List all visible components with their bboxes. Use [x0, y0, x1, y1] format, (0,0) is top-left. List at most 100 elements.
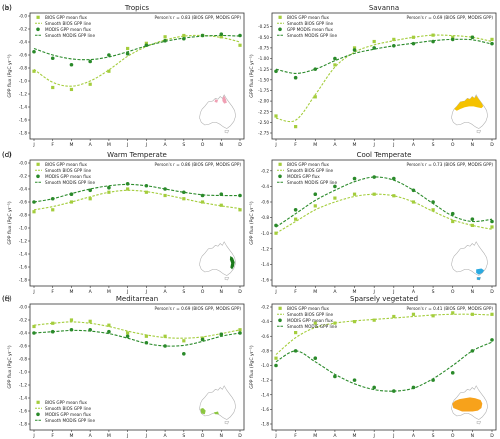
data-point-modis-points — [293, 75, 298, 80]
legend-label: MODIS GPP mean flux — [45, 27, 91, 32]
panel-label: (a) — [2, 4, 12, 12]
y-tick-label: -1.25 — [258, 67, 269, 72]
y-tick-label: -1.0 — [19, 370, 28, 375]
data-point-bios-points — [126, 46, 130, 51]
series-line-bios-line — [33, 321, 241, 339]
panel-label: (f) — [2, 295, 10, 303]
y-tick-label: -1.2 — [261, 246, 270, 251]
y-tick-label: -1.4 — [19, 105, 28, 110]
panel-title: Savanna — [369, 4, 399, 12]
y-tick-label: -1.4 — [261, 262, 270, 267]
y-tick-label: -1.4 — [19, 396, 28, 401]
data-point-modis-points — [50, 329, 55, 334]
data-point-bios-points — [32, 324, 36, 329]
y-tick-label: -1.2 — [19, 383, 28, 388]
y-tick-label: -1.6 — [19, 265, 28, 270]
y-axis-label: GPP flux (PgC yr⁻¹) — [7, 345, 13, 389]
y-tick-label: -2.75 — [258, 131, 269, 136]
x-tick-label: A — [164, 142, 168, 148]
data-point-modis-points — [125, 182, 130, 186]
data-point-modis-points — [352, 176, 357, 181]
legend-entry: Smooth BIOS GPP line — [35, 21, 91, 26]
tasmania-outline — [224, 421, 229, 425]
y-tick-label: -1.50 — [258, 77, 269, 82]
y-tick-label: -0.4 — [261, 184, 270, 189]
x-tick-label: S — [432, 289, 435, 295]
data-point-bios-points — [490, 225, 494, 229]
data-point-bios-points — [352, 46, 357, 50]
y-tick-label: -1.8 — [19, 278, 28, 283]
data-point-modis-points — [32, 331, 36, 335]
correlation-note: Person's r = 0.86 (BIOS GPP, MODIS GPP) — [154, 162, 241, 167]
y-axis-label: GPP flux (PgC yr⁻¹) — [249, 345, 255, 389]
y-tick-label: -1.2 — [261, 378, 270, 383]
panel-title: Cool Temperate — [357, 151, 412, 159]
data-point-bios-points — [88, 197, 92, 201]
data-point-bios-points — [451, 35, 455, 39]
data-point-bios-points — [451, 219, 455, 224]
data-point-bios-points — [163, 35, 167, 39]
x-tick-label: M — [313, 433, 317, 439]
y-tick-label: -1.4 — [261, 392, 270, 397]
panel-title: Meditarrean — [116, 295, 158, 303]
x-tick-label: J — [373, 142, 375, 148]
data-point-modis-points — [352, 378, 357, 382]
series-line-bios-line — [33, 189, 241, 211]
y-tick-label: -1.00 — [258, 56, 269, 61]
data-point-modis-points — [411, 41, 416, 46]
region-highlight — [214, 95, 227, 104]
data-point-bios-points — [431, 314, 435, 318]
x-tick-label: J — [32, 433, 34, 439]
data-point-bios-points — [219, 35, 223, 39]
data-point-modis-points — [32, 49, 36, 54]
correlation-note: Person's r = 0.83 (BIOS GPP, MODIS GPP) — [154, 15, 241, 20]
data-point-modis-points — [470, 35, 475, 40]
x-tick-label: M — [313, 289, 317, 295]
series-line-bios-line — [275, 313, 493, 355]
plot-frame — [271, 12, 497, 140]
data-point-bios-points — [144, 41, 148, 45]
y-tick-label: -0.8 — [261, 348, 270, 353]
data-point-bios-points — [144, 334, 148, 338]
region-highlight — [229, 256, 235, 270]
legend-label: BIOS GPP mean flux — [45, 162, 88, 167]
x-tick-label: N — [471, 142, 474, 148]
data-point-modis-points — [125, 334, 130, 339]
data-point-modis-points — [69, 62, 74, 67]
data-point-modis-points — [50, 56, 55, 61]
y-tick-label: -0.6 — [19, 344, 28, 349]
data-point-modis-points — [293, 349, 298, 353]
data-point-bios-points — [200, 200, 205, 204]
correlation-note: Person's r = 0.73 (BIOS GPP, MODIS GPP) — [406, 162, 493, 167]
x-tick-label: N — [220, 433, 223, 439]
data-point-modis-points — [333, 184, 337, 189]
y-tick-label: -0.6 — [261, 200, 270, 205]
x-tick-label: A — [89, 289, 93, 295]
data-point-bios-points — [107, 69, 111, 73]
data-point-modis-points — [238, 33, 242, 38]
legend-entry: Smooth MODIS GPP line — [35, 180, 95, 185]
x-tick-label: F — [51, 433, 54, 439]
data-point-modis-points — [470, 349, 475, 353]
x-tick-label: S — [432, 142, 435, 148]
data-point-modis-points — [182, 190, 186, 195]
data-point-bios-points — [182, 33, 186, 38]
x-tick-label: N — [471, 289, 474, 295]
x-tick-label: N — [471, 433, 474, 439]
australia-map-inset — [451, 385, 488, 425]
legend-swatch-bios-points — [36, 400, 40, 404]
legend-label: GPP MODIS mean flux — [287, 27, 333, 32]
x-tick-label: J — [145, 433, 147, 439]
x-tick-label: A — [333, 289, 337, 295]
data-point-bios-points — [470, 312, 474, 316]
data-point-bios-points — [411, 312, 416, 316]
legend-swatch-modis-points — [36, 174, 40, 179]
chart-panel-1: (a) Tropics -0.0 -0.2 -0.4 -0.6 -0.8 -1.0 -1.2 -1… — [2, 4, 245, 148]
data-point-modis-points — [107, 185, 111, 190]
y-axis-label: GPP flux (PgC yr⁻¹) — [7, 54, 13, 98]
x-tick-label: J — [274, 142, 276, 148]
australia-outline — [451, 241, 488, 276]
x-tick-label: N — [220, 142, 223, 148]
data-point-bios-points — [69, 200, 74, 204]
y-tick-label: -0.50 — [258, 35, 269, 40]
